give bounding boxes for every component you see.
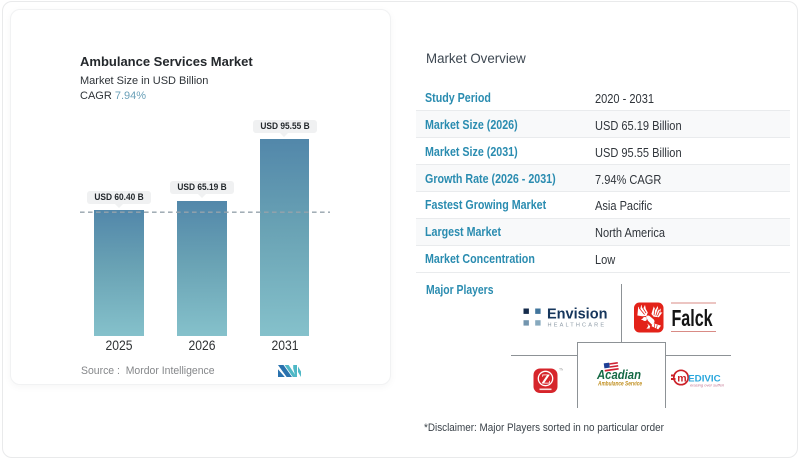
svg-text:EDIVIC: EDIVIC [688,374,721,385]
svg-text:erasing over suffering: erasing over suffering [690,383,724,388]
svg-text:TM: TM [559,368,563,372]
svg-text:m: m [677,373,686,385]
svg-text:Acadian: Acadian [596,368,641,382]
svg-text:HEALTHCARE: HEALTHCARE [548,323,607,329]
svg-text:Ambulance Service: Ambulance Service [597,382,642,388]
svg-text:Envision: Envision [547,307,607,323]
svg-text:Z: Z [541,373,550,388]
svg-text:Falck: Falck [671,306,713,331]
